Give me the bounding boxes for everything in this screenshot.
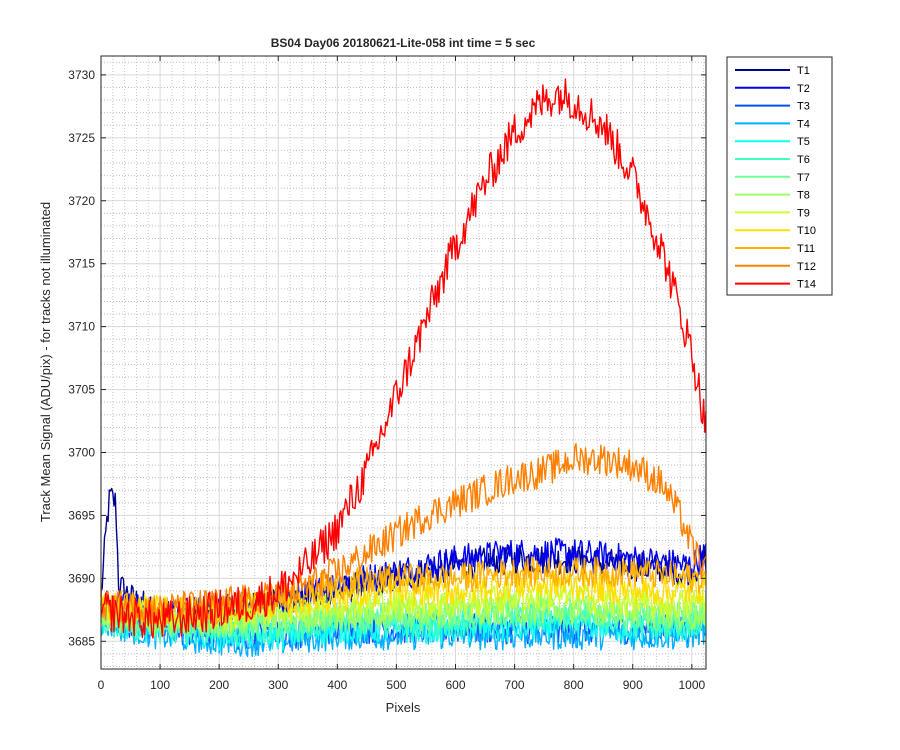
series-layer [100, 78, 707, 658]
x-axis-label: Pixels [386, 700, 421, 715]
x-tick-label: 900 [623, 678, 643, 692]
y-axis-label: Track Mean Signal (ADU/pix) - for tracks… [38, 202, 53, 522]
x-tick-label: 100 [150, 678, 170, 692]
y-tick-label: 3705 [68, 383, 95, 397]
series-line-t11 [100, 556, 707, 625]
x-tick-label: 400 [327, 678, 347, 692]
x-axis-tick-labels: 0 100 200 300 400 500 600 700 800 900 1000 [98, 678, 706, 692]
legend-label-t1: T1 [797, 65, 810, 77]
legend-label-t2: T2 [797, 83, 810, 95]
axis-ticks [100, 56, 706, 669]
x-tick-label: 600 [445, 678, 465, 692]
y-tick-label: 3695 [68, 508, 95, 522]
legend-entries: T1 T2 T3 T4 T5 T6 T7 T8 T9 T10 T11 T12 T14 [735, 65, 816, 291]
legend-label-t4: T4 [797, 118, 810, 130]
y-tick-label: 3730 [68, 68, 95, 82]
y-tick-label: 3685 [68, 634, 95, 648]
x-tick-label: 1000 [678, 678, 705, 692]
legend-label-t3: T3 [797, 101, 810, 113]
legend-label-t7: T7 [797, 172, 810, 184]
legend-label-t11: T11 [797, 243, 815, 255]
y-tick-label: 3710 [68, 320, 95, 334]
x-tick-label: 800 [564, 678, 584, 692]
legend-label-t5: T5 [797, 136, 810, 148]
y-tick-label: 3720 [68, 194, 95, 208]
y-tick-label: 3690 [68, 571, 95, 585]
y-axis-tick-labels: 3685 3690 3695 3700 3705 3710 3715 3720 3725 3730 [68, 68, 95, 648]
legend-label-t10: T10 [797, 225, 816, 237]
y-tick-label: 3700 [68, 445, 95, 459]
legend-label-t6: T6 [797, 154, 810, 166]
y-tick-label: 3715 [68, 257, 95, 271]
series-line-t14 [100, 78, 707, 639]
chart-title: BS04 Day06 20180621-Lite-058 int time = … [271, 36, 536, 50]
x-tick-label: 0 [98, 678, 105, 692]
legend-label-t8: T8 [797, 190, 810, 202]
x-tick-label: 700 [505, 678, 525, 692]
x-tick-label: 300 [268, 678, 288, 692]
x-tick-label: 200 [209, 678, 229, 692]
legend: T1 T2 T3 T4 T5 T6 T7 T8 T9 T10 T11 T12 T14 [726, 56, 833, 296]
legend-label-t12: T12 [797, 261, 816, 273]
legend-label-t14: T14 [797, 279, 816, 291]
x-tick-label: 500 [386, 678, 406, 692]
plot-area-frame [100, 55, 707, 670]
legend-label-t9: T9 [797, 207, 810, 219]
series-line-t12 [100, 443, 707, 625]
y-tick-label: 3725 [68, 131, 95, 145]
